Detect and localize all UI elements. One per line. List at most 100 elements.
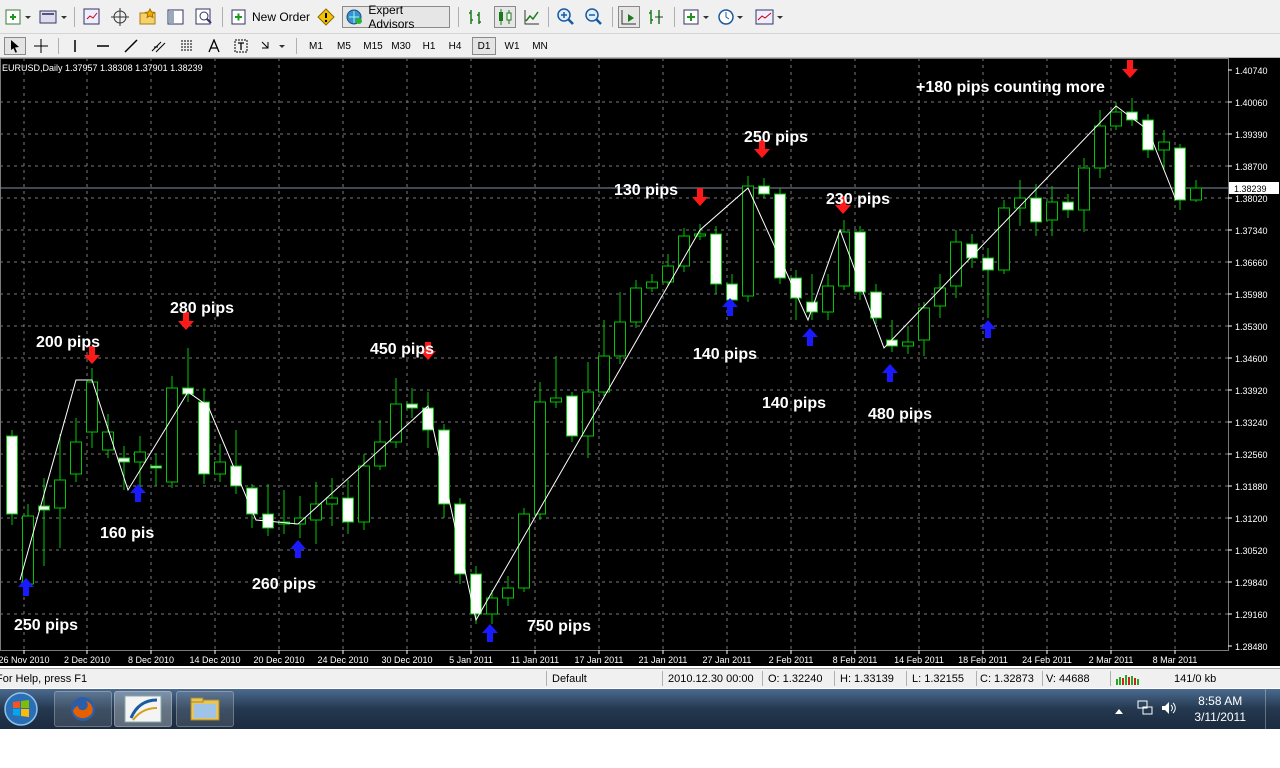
candle-body (1158, 141, 1170, 151)
profile-name[interactable]: Default (552, 673, 587, 685)
price-axis-label: 1.37340 (1235, 226, 1268, 236)
candle-body (230, 465, 242, 487)
candle-body (454, 503, 466, 575)
indicators-icon (683, 9, 709, 25)
pips-annotation: 480 pips (868, 406, 932, 423)
volume-icon[interactable] (1160, 699, 1178, 722)
period-h1[interactable]: H1 (422, 40, 436, 52)
candle-body (1078, 167, 1090, 211)
navigator-button[interactable] (166, 6, 186, 28)
taskbar-metatrader[interactable] (114, 691, 172, 727)
bar-open: O: 1.32240 (768, 673, 823, 685)
candle-body (934, 287, 946, 307)
date-axis-label: 26 Nov 2010 (0, 655, 50, 665)
candlestick-button[interactable] (494, 6, 516, 28)
period-w1[interactable]: W1 (504, 40, 520, 52)
current-price-label: 1.38239 (1234, 184, 1267, 194)
expert-advisors-button[interactable]: Expert Advisors (342, 3, 450, 31)
new-chart-button[interactable] (4, 6, 32, 28)
auto-scroll-button[interactable] (618, 6, 640, 28)
period-m1[interactable]: M1 (309, 40, 323, 52)
chart-shift-button[interactable] (646, 6, 666, 28)
candle-body (758, 185, 770, 195)
text-tool-button[interactable] (204, 37, 224, 55)
periods-button[interactable] (716, 6, 746, 28)
period-d1[interactable]: D1 (472, 37, 496, 55)
candle-body (102, 431, 114, 451)
zoom-out-button[interactable] (584, 6, 604, 28)
fibonacci-button[interactable] (176, 37, 198, 55)
tester-button[interactable] (194, 6, 214, 28)
show-hidden-icons-button[interactable] (1114, 703, 1124, 721)
bar-chart-button[interactable] (466, 6, 486, 28)
crosshair-button[interactable] (110, 6, 130, 28)
candle-body (1094, 125, 1106, 169)
templates-button[interactable] (754, 6, 786, 28)
pips-annotation: 280 pips (170, 300, 234, 317)
candle-body (1030, 197, 1042, 223)
text-label-button[interactable] (230, 37, 252, 55)
taskbar-firefox[interactable] (54, 691, 112, 727)
period-h4[interactable]: H4 (448, 40, 462, 52)
diamond-warning-icon (317, 8, 335, 26)
network-icon[interactable] (1136, 699, 1154, 722)
price-chart[interactable]: 1.40740 1.40060 1.39390 1.38700 1.38020 1.373… (0, 58, 1280, 666)
connection-indicator-icon[interactable] (1116, 673, 1140, 688)
market-watch-button[interactable] (82, 6, 102, 28)
date-axis-label: 30 Dec 2010 (381, 655, 432, 665)
sell-arrow-icon (178, 312, 194, 330)
date-axis-label: 5 Jan 2011 (449, 655, 493, 665)
candle-body (134, 451, 146, 463)
horizontal-line-button[interactable] (92, 37, 114, 55)
date-axis-label: 17 Jan 2011 (575, 655, 624, 665)
candle-body (870, 291, 882, 319)
pips-annotation: 160 pis (100, 525, 154, 542)
zoom-in-button[interactable] (556, 6, 576, 28)
crosshair-tool-button[interactable] (30, 37, 52, 55)
price-axis-label: 1.31200 (1235, 514, 1268, 524)
period-m15[interactable]: M15 (363, 40, 383, 52)
system-clock[interactable]: 8:58 AM 3/11/2011 (1194, 693, 1246, 725)
bar-close: C: 1.32873 (980, 673, 1034, 685)
profiles-button[interactable] (38, 6, 68, 28)
new-chart-icon (5, 9, 31, 25)
chart-window[interactable]: 1.40740 1.40060 1.39390 1.38700 1.38020 1.373… (0, 58, 1280, 666)
equidistant-channel-button[interactable] (148, 37, 170, 55)
period-m5[interactable]: M5 (337, 40, 351, 52)
candle-body (118, 457, 130, 463)
indicators-button[interactable] (682, 6, 712, 28)
candle-body (822, 285, 834, 313)
candle-body (902, 341, 914, 347)
trendline-button[interactable] (120, 37, 142, 55)
candle-body (1046, 201, 1058, 221)
taskbar-explorer[interactable] (176, 691, 234, 727)
candle-body (598, 355, 610, 393)
start-button[interactable] (2, 690, 40, 728)
date-axis-label: 14 Dec 2010 (189, 655, 240, 665)
line-chart-button[interactable] (522, 6, 542, 28)
candle-body (438, 429, 450, 505)
show-desktop-button[interactable] (1265, 689, 1280, 729)
period-mn[interactable]: MN (532, 40, 548, 52)
price-axis-label: 1.39390 (1235, 130, 1268, 140)
sell-arrow-icon (835, 196, 851, 214)
cursor-button[interactable] (4, 37, 26, 55)
cursor-arrow-icon (11, 40, 19, 53)
main-toolbar: New Order Expert Advisors (0, 0, 1280, 34)
period-m30[interactable]: M30 (391, 40, 411, 52)
fibonacci-icon (181, 40, 193, 51)
favorites-button[interactable] (138, 6, 158, 28)
price-axis-label: 1.28480 (1235, 642, 1268, 652)
pips-annotation: 250 pips (744, 129, 808, 146)
metaeditor-button[interactable] (316, 6, 338, 28)
candle-body (678, 235, 690, 267)
arrows-menu-button[interactable] (258, 37, 290, 55)
date-axis-label: 24 Feb 2011 (1022, 655, 1072, 665)
candle-body (726, 283, 738, 301)
vertical-line-button[interactable] (64, 37, 86, 55)
candle-body (310, 503, 322, 521)
chart-shift-icon (649, 10, 663, 24)
metatrader-icon (124, 695, 162, 723)
new-order-button[interactable]: New Order (230, 6, 314, 28)
pips-annotation: 140 pips (693, 346, 757, 363)
